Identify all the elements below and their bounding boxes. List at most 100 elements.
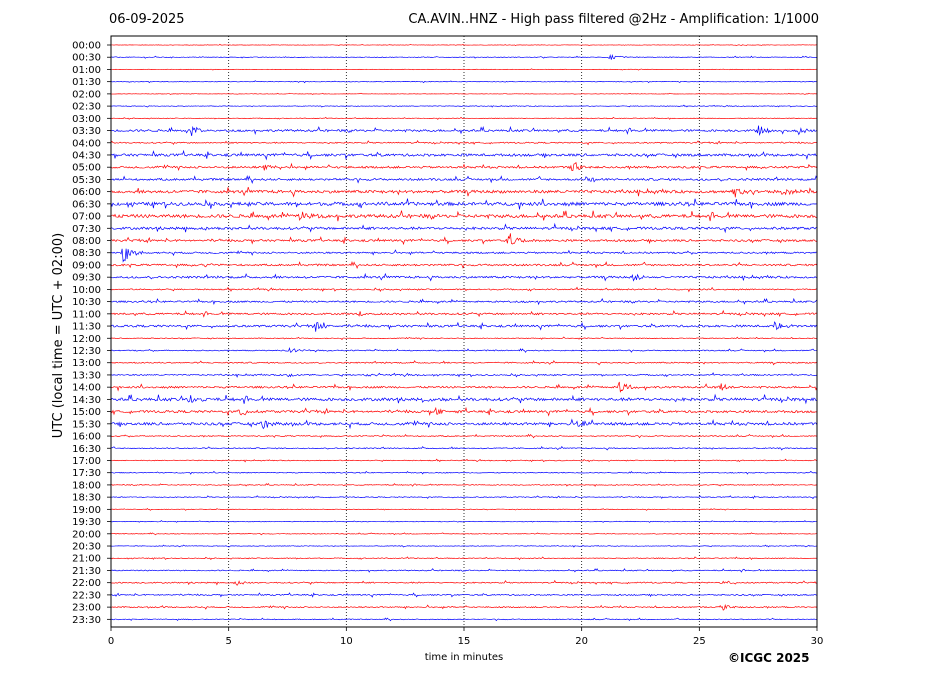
trace-02-00 <box>110 92 818 95</box>
row-label-03-30: 03:30 <box>72 126 101 137</box>
row-label-20-00: 20:00 <box>72 529 101 540</box>
trace-11-30 <box>110 321 818 332</box>
trace-17-00 <box>110 458 818 463</box>
row-label-13-00: 13:00 <box>72 358 101 369</box>
row-label-22-30: 22:30 <box>72 590 101 601</box>
row-label-06-30: 06:30 <box>72 199 101 210</box>
row-label-15-00: 15:00 <box>72 407 101 418</box>
trace-01-00 <box>110 68 818 71</box>
x-tick-label: 20 <box>575 636 588 647</box>
trace-07-00 <box>111 210 818 222</box>
row-label-00-30: 00:30 <box>72 53 101 64</box>
trace-13-30 <box>110 372 818 378</box>
row-label-06-00: 06:00 <box>72 187 101 198</box>
trace-02-30 <box>110 104 818 108</box>
row-label-14-30: 14:30 <box>72 395 101 406</box>
trace-04-30 <box>110 149 818 161</box>
row-label-18-30: 18:30 <box>72 493 101 504</box>
trace-04-00 <box>110 139 818 146</box>
x-axis-label: time in minutes <box>425 652 504 663</box>
trace-05-00 <box>110 161 818 172</box>
row-label-23-00: 23:00 <box>72 603 101 614</box>
row-label-01-30: 01:30 <box>72 77 101 88</box>
row-label-07-30: 07:30 <box>72 224 101 235</box>
row-label-12-30: 12:30 <box>72 346 101 357</box>
row-label-04-30: 04:30 <box>72 150 101 161</box>
chart-title: CA.AVIN..HNZ - High pass filtered @2Hz -… <box>408 12 819 27</box>
trace-22-00 <box>110 579 818 586</box>
row-label-17-30: 17:30 <box>72 468 101 479</box>
x-tick-label: 15 <box>458 636 471 647</box>
trace-15-00 <box>110 406 818 417</box>
row-label-07-00: 07:00 <box>72 212 101 223</box>
row-label-13-30: 13:30 <box>72 370 101 381</box>
row-label-11-00: 11:00 <box>72 309 101 320</box>
plot-frame <box>110 35 818 628</box>
trace-14-00 <box>110 381 818 393</box>
row-label-09-00: 09:00 <box>72 260 101 271</box>
trace-23-30 <box>110 617 818 622</box>
trace-01-30 <box>110 80 818 84</box>
trace-14-30 <box>110 393 818 405</box>
row-label-02-00: 02:00 <box>72 89 101 100</box>
row-label-08-00: 08:00 <box>72 236 101 247</box>
row-label-19-30: 19:30 <box>72 517 101 528</box>
row-label-17-00: 17:00 <box>72 456 101 467</box>
trace-06-00 <box>110 186 818 198</box>
trace-11-00 <box>110 309 818 318</box>
row-label-04-00: 04:00 <box>72 138 101 149</box>
row-label-09-30: 09:30 <box>72 273 101 284</box>
trace-13-00 <box>110 360 818 366</box>
row-label-08-30: 08:30 <box>72 248 101 259</box>
row-label-21-00: 21:00 <box>72 554 101 565</box>
x-tick-label: 30 <box>811 636 824 647</box>
row-label-05-30: 05:30 <box>72 175 101 186</box>
trace-10-30 <box>110 297 818 306</box>
trace-21-00 <box>110 556 818 561</box>
row-label-03-00: 03:00 <box>72 114 101 125</box>
trace-09-00 <box>110 260 818 270</box>
row-label-19-00: 19:00 <box>72 505 101 516</box>
trace-18-30 <box>110 495 818 500</box>
trace-06-30 <box>110 198 818 210</box>
trace-05-30 <box>110 174 818 184</box>
row-label-12-00: 12:00 <box>72 334 101 345</box>
row-label-05-00: 05:00 <box>72 163 101 174</box>
row-label-01-00: 01:00 <box>72 65 101 76</box>
trace-19-30 <box>110 520 818 523</box>
row-label-00-00: 00:00 <box>72 41 101 52</box>
row-label-18-00: 18:00 <box>72 480 101 491</box>
trace-21-30 <box>111 568 818 573</box>
row-label-10-00: 10:00 <box>72 285 101 296</box>
trace-03-00 <box>110 116 818 120</box>
trace-17-30 <box>110 470 818 475</box>
row-label-20-30: 20:30 <box>72 542 101 553</box>
trace-00-30 <box>110 53 818 60</box>
row-label-16-30: 16:30 <box>72 444 101 455</box>
row-label-23-30: 23:30 <box>72 615 101 626</box>
row-label-10-30: 10:30 <box>72 297 101 308</box>
x-tick-label: 5 <box>225 636 231 647</box>
date-label: 06-09-2025 <box>109 12 185 27</box>
trace-00-00 <box>110 43 817 47</box>
trace-16-00 <box>110 433 818 439</box>
trace-09-30 <box>110 272 818 282</box>
trace-20-00 <box>110 532 818 536</box>
row-label-02-30: 02:30 <box>72 102 101 113</box>
trace-12-00 <box>110 336 818 341</box>
trace-18-00 <box>110 482 818 487</box>
trace-08-30 <box>110 248 818 263</box>
trace-10-00 <box>110 286 818 293</box>
row-label-14-00: 14:00 <box>72 383 101 394</box>
trace-12-30 <box>110 346 818 353</box>
trace-19-00 <box>110 507 818 511</box>
trace-03-30 <box>110 125 818 137</box>
row-label-15-30: 15:30 <box>72 419 101 430</box>
copyright-label: ©ICGC 2025 <box>728 651 810 665</box>
trace-23-00 <box>110 603 818 611</box>
x-tick-label: 0 <box>108 636 114 647</box>
trace-07-30 <box>110 222 818 234</box>
trace-20-30 <box>110 544 818 548</box>
trace-22-30 <box>110 592 818 598</box>
